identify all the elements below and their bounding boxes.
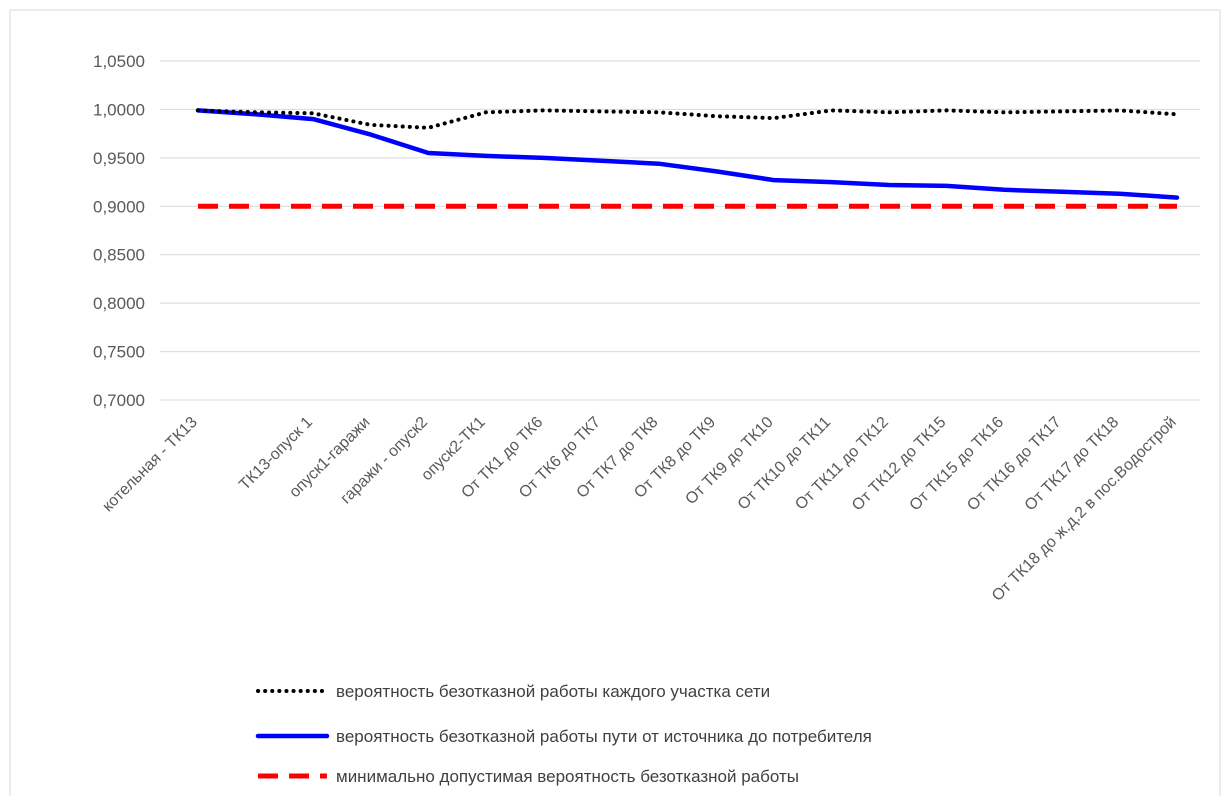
series-line-1: [196, 108, 1179, 130]
y-tick-label: 1,0500: [93, 52, 145, 71]
legend-label-2: вероятность безотказной работы пути от и…: [336, 727, 872, 746]
legend-label-3: минимально допустимая вероятность безотк…: [336, 767, 799, 786]
series-line-2: [195, 108, 1180, 200]
y-tick-label: 0,9500: [93, 149, 145, 168]
y-axis-tick-labels: 0,7000 0,7500 0,8000 0,8500 0,9000 0,9500 1,00…: [93, 52, 145, 410]
y-tick-label: 0,7000: [93, 391, 145, 410]
chart-frame: [9, 9, 1221, 796]
y-tick-label: 0,9000: [93, 197, 145, 216]
y-tick-label: 0,8000: [93, 294, 145, 313]
legend: вероятность безотказной работы каждого у…: [255, 682, 872, 786]
y-tick-label: 1,0000: [93, 100, 145, 119]
y-tick-label: 0,8500: [93, 246, 145, 265]
legend-label-1: вероятность безотказной работы каждого у…: [336, 682, 770, 701]
series-lines: [195, 108, 1180, 209]
y-tick-label: 0,7500: [93, 343, 145, 362]
